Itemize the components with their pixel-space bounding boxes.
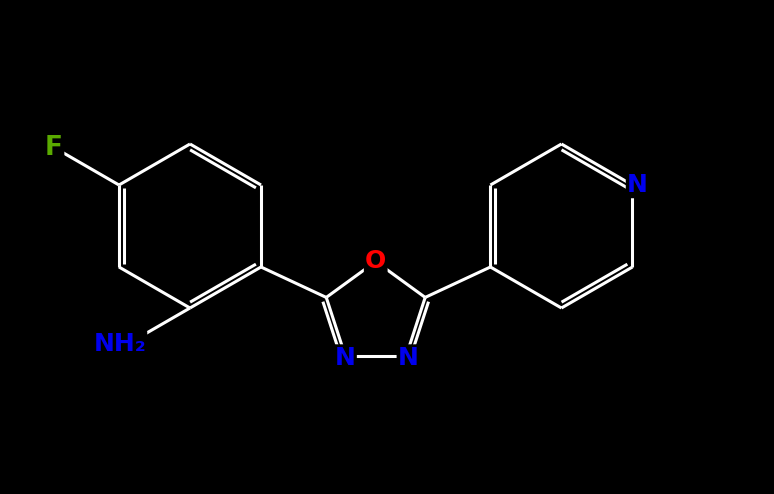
- Text: N: N: [398, 346, 419, 370]
- Text: N: N: [627, 173, 648, 197]
- Text: N: N: [334, 346, 355, 370]
- Text: NH₂: NH₂: [94, 332, 146, 356]
- Text: F: F: [45, 134, 63, 161]
- Text: O: O: [365, 249, 386, 274]
